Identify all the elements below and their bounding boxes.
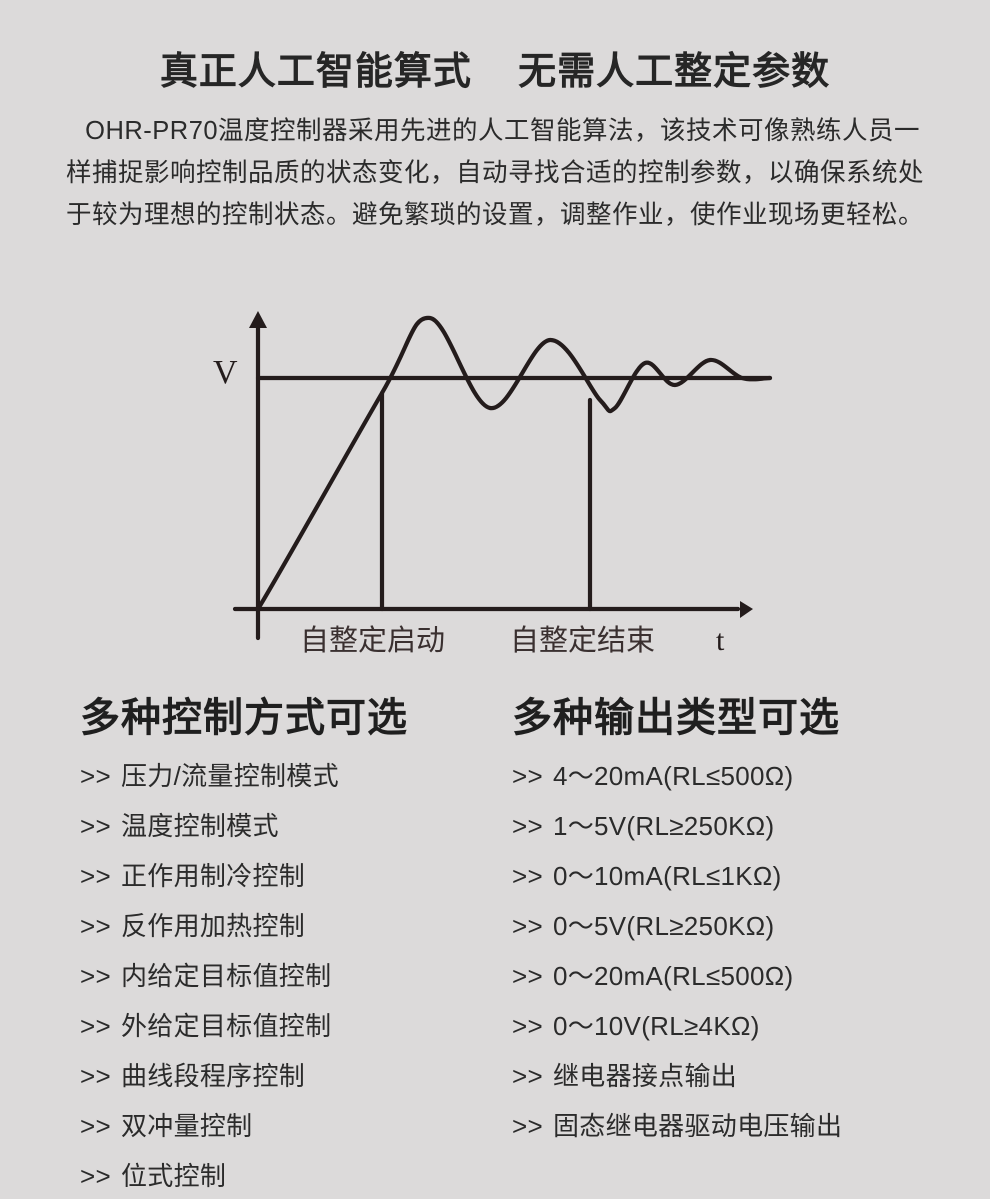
svg-text:自整定启动: 自整定启动 [300,624,445,657]
svg-text:自整定结束: 自整定结束 [510,624,655,657]
svg-text:t: t [716,624,725,657]
svg-text:V: V [213,354,238,391]
